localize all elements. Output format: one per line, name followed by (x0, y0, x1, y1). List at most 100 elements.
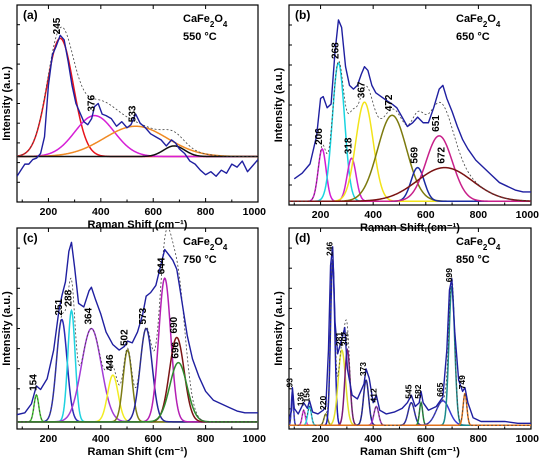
fit-peak-672 (289, 166, 531, 203)
x-tick-label: 1000 (516, 209, 540, 221)
peak-label-373: 373 (358, 362, 368, 376)
peak-label-651: 651 (431, 115, 442, 132)
composition-label: CaFe2O4 (183, 236, 228, 252)
peak-label-665: 665 (435, 382, 445, 396)
peak-label-533: 533 (128, 105, 139, 122)
peak-label-502: 502 (120, 329, 131, 346)
peak-label-93: 93 (284, 378, 294, 388)
measured-spectrum (293, 19, 531, 193)
panel-a: 200 400 600 800 1000 Raman Shift (cm⁻¹) Intens… (1, 4, 267, 231)
axes-frame (288, 4, 532, 206)
y-axis-title: Intensity (a.u.) (273, 291, 285, 366)
x-tick-label: 600 (144, 433, 162, 445)
temperature-label: 550 °C (183, 31, 217, 43)
x-tick-label: 200 (40, 433, 58, 445)
peak-label-412: 412 (368, 388, 378, 402)
peak-label-364: 364 (83, 307, 94, 324)
peak-label-644: 644 (157, 257, 168, 274)
measured-spectrum (17, 241, 258, 416)
x-axis-title: Raman Shift (cm⁻¹) (360, 446, 460, 458)
y-axis-title: Intensity (a.u.) (1, 66, 13, 141)
plot-area (17, 228, 258, 423)
temperature-label: 650 °C (456, 31, 490, 43)
peak-label-672: 672 (437, 146, 448, 163)
panel-label: (b) (295, 8, 310, 22)
panel-d: 200 400 600 800 1000 Raman Shift (cm⁻¹) Intens… (273, 227, 540, 458)
peak-label-582: 582 (413, 384, 423, 398)
peak-label-690: 690 (169, 316, 180, 333)
panel-label: (c) (23, 231, 38, 245)
fit-peak-573 (17, 327, 258, 423)
panel-c: 200 400 600 800 1000 Raman Shift (cm⁻¹) Intens… (1, 227, 267, 458)
plot-area (289, 246, 531, 426)
peak-label-158: 158 (302, 388, 312, 402)
peak-label-281: 281 (334, 332, 344, 346)
x-tick-label: 200 (40, 206, 58, 218)
x-tick-label: 800 (197, 206, 215, 218)
fit-peak-533 (17, 125, 258, 158)
peak-label-446: 446 (105, 354, 116, 371)
peak-label-696: 696 (170, 341, 181, 358)
peak-label-573: 573 (138, 307, 149, 324)
peak-label-376: 376 (87, 95, 98, 112)
peak-label-220: 220 (318, 396, 328, 410)
peak-label-569: 569 (410, 146, 421, 163)
fit-envelope (17, 26, 258, 157)
peak-label-288: 288 (63, 289, 74, 306)
x-tick-label: 400 (92, 433, 110, 445)
peak-label-302: 302 (339, 332, 349, 346)
temperature-label: 850 °C (456, 254, 490, 266)
x-tick-label: 1000 (243, 206, 267, 218)
peak-label-246: 246 (325, 241, 335, 255)
plot-area (289, 19, 531, 203)
y-axis-title: Intensity (a.u.) (273, 67, 285, 142)
x-tick-label: 600 (144, 206, 162, 218)
x-tick-label: 200 (312, 209, 330, 221)
peak-label-545: 545 (403, 384, 413, 398)
temperature-label: 750 °C (183, 254, 217, 266)
fit-peak-220 (289, 412, 531, 426)
measured-spectrum (289, 246, 531, 425)
peak-label-154: 154 (28, 374, 39, 391)
x-tick-label: 600 (417, 433, 435, 445)
peak-label-749: 749 (457, 375, 467, 389)
peak-label-136: 136 (296, 392, 306, 406)
fit-peak-696 (17, 361, 258, 423)
fit-peak-749 (289, 392, 531, 426)
x-tick-label: 400 (92, 206, 110, 218)
peak-label-318: 318 (344, 137, 355, 154)
fit-peak-136 (289, 408, 531, 426)
peak-label-268: 268 (330, 42, 341, 59)
y-axis-title: Intensity (a.u.) (1, 291, 13, 366)
x-tick-label: 600 (417, 209, 435, 221)
composition-label: CaFe2O4 (456, 13, 501, 29)
peak-label-206: 206 (314, 128, 325, 145)
x-tick-label: 800 (470, 433, 488, 445)
peak-label-699: 699 (444, 268, 454, 282)
plot-area (17, 26, 258, 177)
fit-envelope (289, 60, 531, 202)
x-axis-title: Raman Shift (cm⁻¹) (88, 446, 188, 458)
composition-label: CaFe2O4 (456, 236, 501, 252)
panel-label: (d) (295, 231, 310, 245)
fit-peak-364 (17, 327, 258, 423)
fit-peak-251 (17, 318, 258, 423)
x-tick-label: 800 (470, 209, 488, 221)
panel-label: (a) (23, 8, 38, 22)
fit-peak-245 (17, 37, 258, 158)
x-axis-title: Raman Shift (cm⁻¹) (88, 219, 188, 231)
peak-label-245: 245 (52, 17, 63, 34)
composition-label: CaFe2O4 (183, 13, 228, 29)
x-tick-label: 200 (312, 433, 330, 445)
fit-envelope (289, 256, 531, 426)
x-tick-label: 1000 (243, 433, 267, 445)
x-tick-label: 1000 (516, 433, 540, 445)
measured-spectrum (17, 34, 258, 177)
fit-peak-c3 (17, 145, 258, 158)
x-tick-label: 400 (364, 209, 382, 221)
peak-label-472: 472 (384, 94, 395, 111)
fit-envelope (17, 228, 258, 423)
x-tick-label: 800 (197, 433, 215, 445)
